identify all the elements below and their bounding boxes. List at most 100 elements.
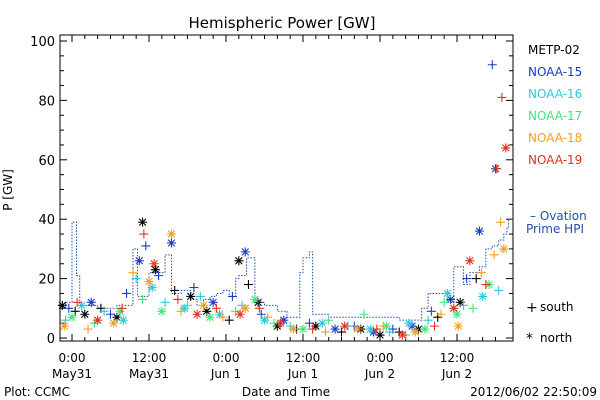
north-marker xyxy=(179,303,189,313)
south-marker xyxy=(122,288,132,298)
south-marker xyxy=(372,324,382,334)
south-marker xyxy=(154,271,164,281)
north-marker xyxy=(375,330,385,340)
south-marker xyxy=(243,280,253,290)
north-marker xyxy=(397,330,407,340)
marker-legend-south-symbol: + xyxy=(526,300,538,316)
north-marker xyxy=(501,143,511,153)
y-tick-label: 80 xyxy=(38,94,55,109)
south-marker xyxy=(439,297,449,307)
north-marker xyxy=(465,256,475,266)
north-marker xyxy=(118,315,128,325)
y-axis-label: P [GW] xyxy=(1,169,15,211)
south-marker xyxy=(183,300,192,310)
legend-item-noaa-16: NOAA-16 xyxy=(528,87,582,101)
south-marker xyxy=(173,294,183,304)
north-marker xyxy=(353,324,363,334)
north-marker xyxy=(149,259,159,269)
y-tick-label: 60 xyxy=(38,154,55,169)
south-marker xyxy=(106,309,115,319)
north-marker xyxy=(404,318,414,328)
north-marker xyxy=(80,309,90,319)
north-marker xyxy=(452,309,462,319)
south-marker xyxy=(117,303,127,313)
marker-legend-south-label: south xyxy=(540,300,574,314)
x-tick-date-label: May31 xyxy=(129,367,169,381)
north-marker xyxy=(208,297,218,307)
north-marker xyxy=(138,217,148,227)
south-marker xyxy=(492,164,502,174)
x-tick-time-label: 0:00 xyxy=(59,351,86,365)
x-tick-date-label: Jun 2 xyxy=(441,367,472,381)
north-marker xyxy=(234,256,244,266)
north-marker xyxy=(166,229,176,239)
north-marker xyxy=(478,291,488,301)
north-marker xyxy=(202,306,212,316)
north-marker xyxy=(93,315,103,325)
north-marker xyxy=(240,247,250,257)
north-marker xyxy=(410,327,420,337)
ovation-prime-reference-line xyxy=(60,218,513,321)
north-marker xyxy=(67,312,77,322)
north-marker xyxy=(134,256,144,266)
north-marker xyxy=(317,318,327,328)
x-tick-time-label: 0:00 xyxy=(213,351,240,365)
south-marker xyxy=(497,92,507,102)
series-noaa-15 xyxy=(64,60,500,337)
south-marker xyxy=(308,324,318,334)
x-axis-label: Date and Time xyxy=(242,385,330,399)
north-marker xyxy=(186,291,196,301)
south-marker xyxy=(263,312,273,322)
north-marker xyxy=(449,303,459,313)
marker-legend-north: * north xyxy=(526,331,572,347)
x-tick-time-label: 12:00 xyxy=(132,351,167,365)
south-marker xyxy=(141,241,151,251)
series-legend: METP-02 NOAA-15 NOAA-16 NOAA-17 NOAA-18 NOAA-… xyxy=(528,43,582,167)
series-noaa-17 xyxy=(67,280,494,340)
north-marker xyxy=(499,244,509,254)
south-marker xyxy=(487,60,497,70)
reference-legend-line1: – Ovation xyxy=(530,209,587,223)
north-marker xyxy=(340,321,350,331)
south-marker xyxy=(304,318,314,328)
north-marker xyxy=(157,306,167,316)
north-marker xyxy=(59,321,69,331)
north-marker xyxy=(260,315,269,325)
south-marker xyxy=(128,268,138,278)
legend-item-noaa-18: NOAA-18 xyxy=(528,131,582,145)
north-marker xyxy=(276,318,286,328)
north-marker xyxy=(147,283,157,293)
south-marker xyxy=(218,312,228,322)
south-marker xyxy=(468,303,478,313)
south-marker xyxy=(211,303,221,313)
y-tick-label: 0 xyxy=(47,332,55,347)
south-marker xyxy=(476,268,486,278)
south-marker xyxy=(195,291,205,301)
x-tick-date-label: May31 xyxy=(52,367,92,381)
chart-title: Hemispheric Power [GW] xyxy=(189,14,376,32)
north-marker xyxy=(192,309,202,319)
plot-frame xyxy=(59,34,514,342)
south-marker xyxy=(430,321,440,331)
south-marker xyxy=(99,306,109,316)
reference-legend-line2: Prime HPI xyxy=(526,222,584,236)
north-marker xyxy=(166,238,176,248)
north-marker xyxy=(453,321,463,331)
north-marker xyxy=(205,312,215,322)
south-marker xyxy=(423,315,433,325)
north-marker xyxy=(57,300,67,310)
south-marker xyxy=(254,303,264,313)
x-tick-time-label: 12:00 xyxy=(286,351,321,365)
south-marker xyxy=(494,285,504,295)
x-tick-time-label: 12:00 xyxy=(440,351,475,365)
marker-legend-north-label: north xyxy=(540,331,572,345)
north-marker xyxy=(365,324,375,334)
south-marker xyxy=(320,327,330,337)
south-marker xyxy=(189,283,199,293)
north-marker xyxy=(420,324,430,334)
y-tick-label: 20 xyxy=(38,273,55,288)
north-marker xyxy=(144,277,154,287)
south-marker xyxy=(436,309,446,319)
south-marker xyxy=(458,300,468,310)
